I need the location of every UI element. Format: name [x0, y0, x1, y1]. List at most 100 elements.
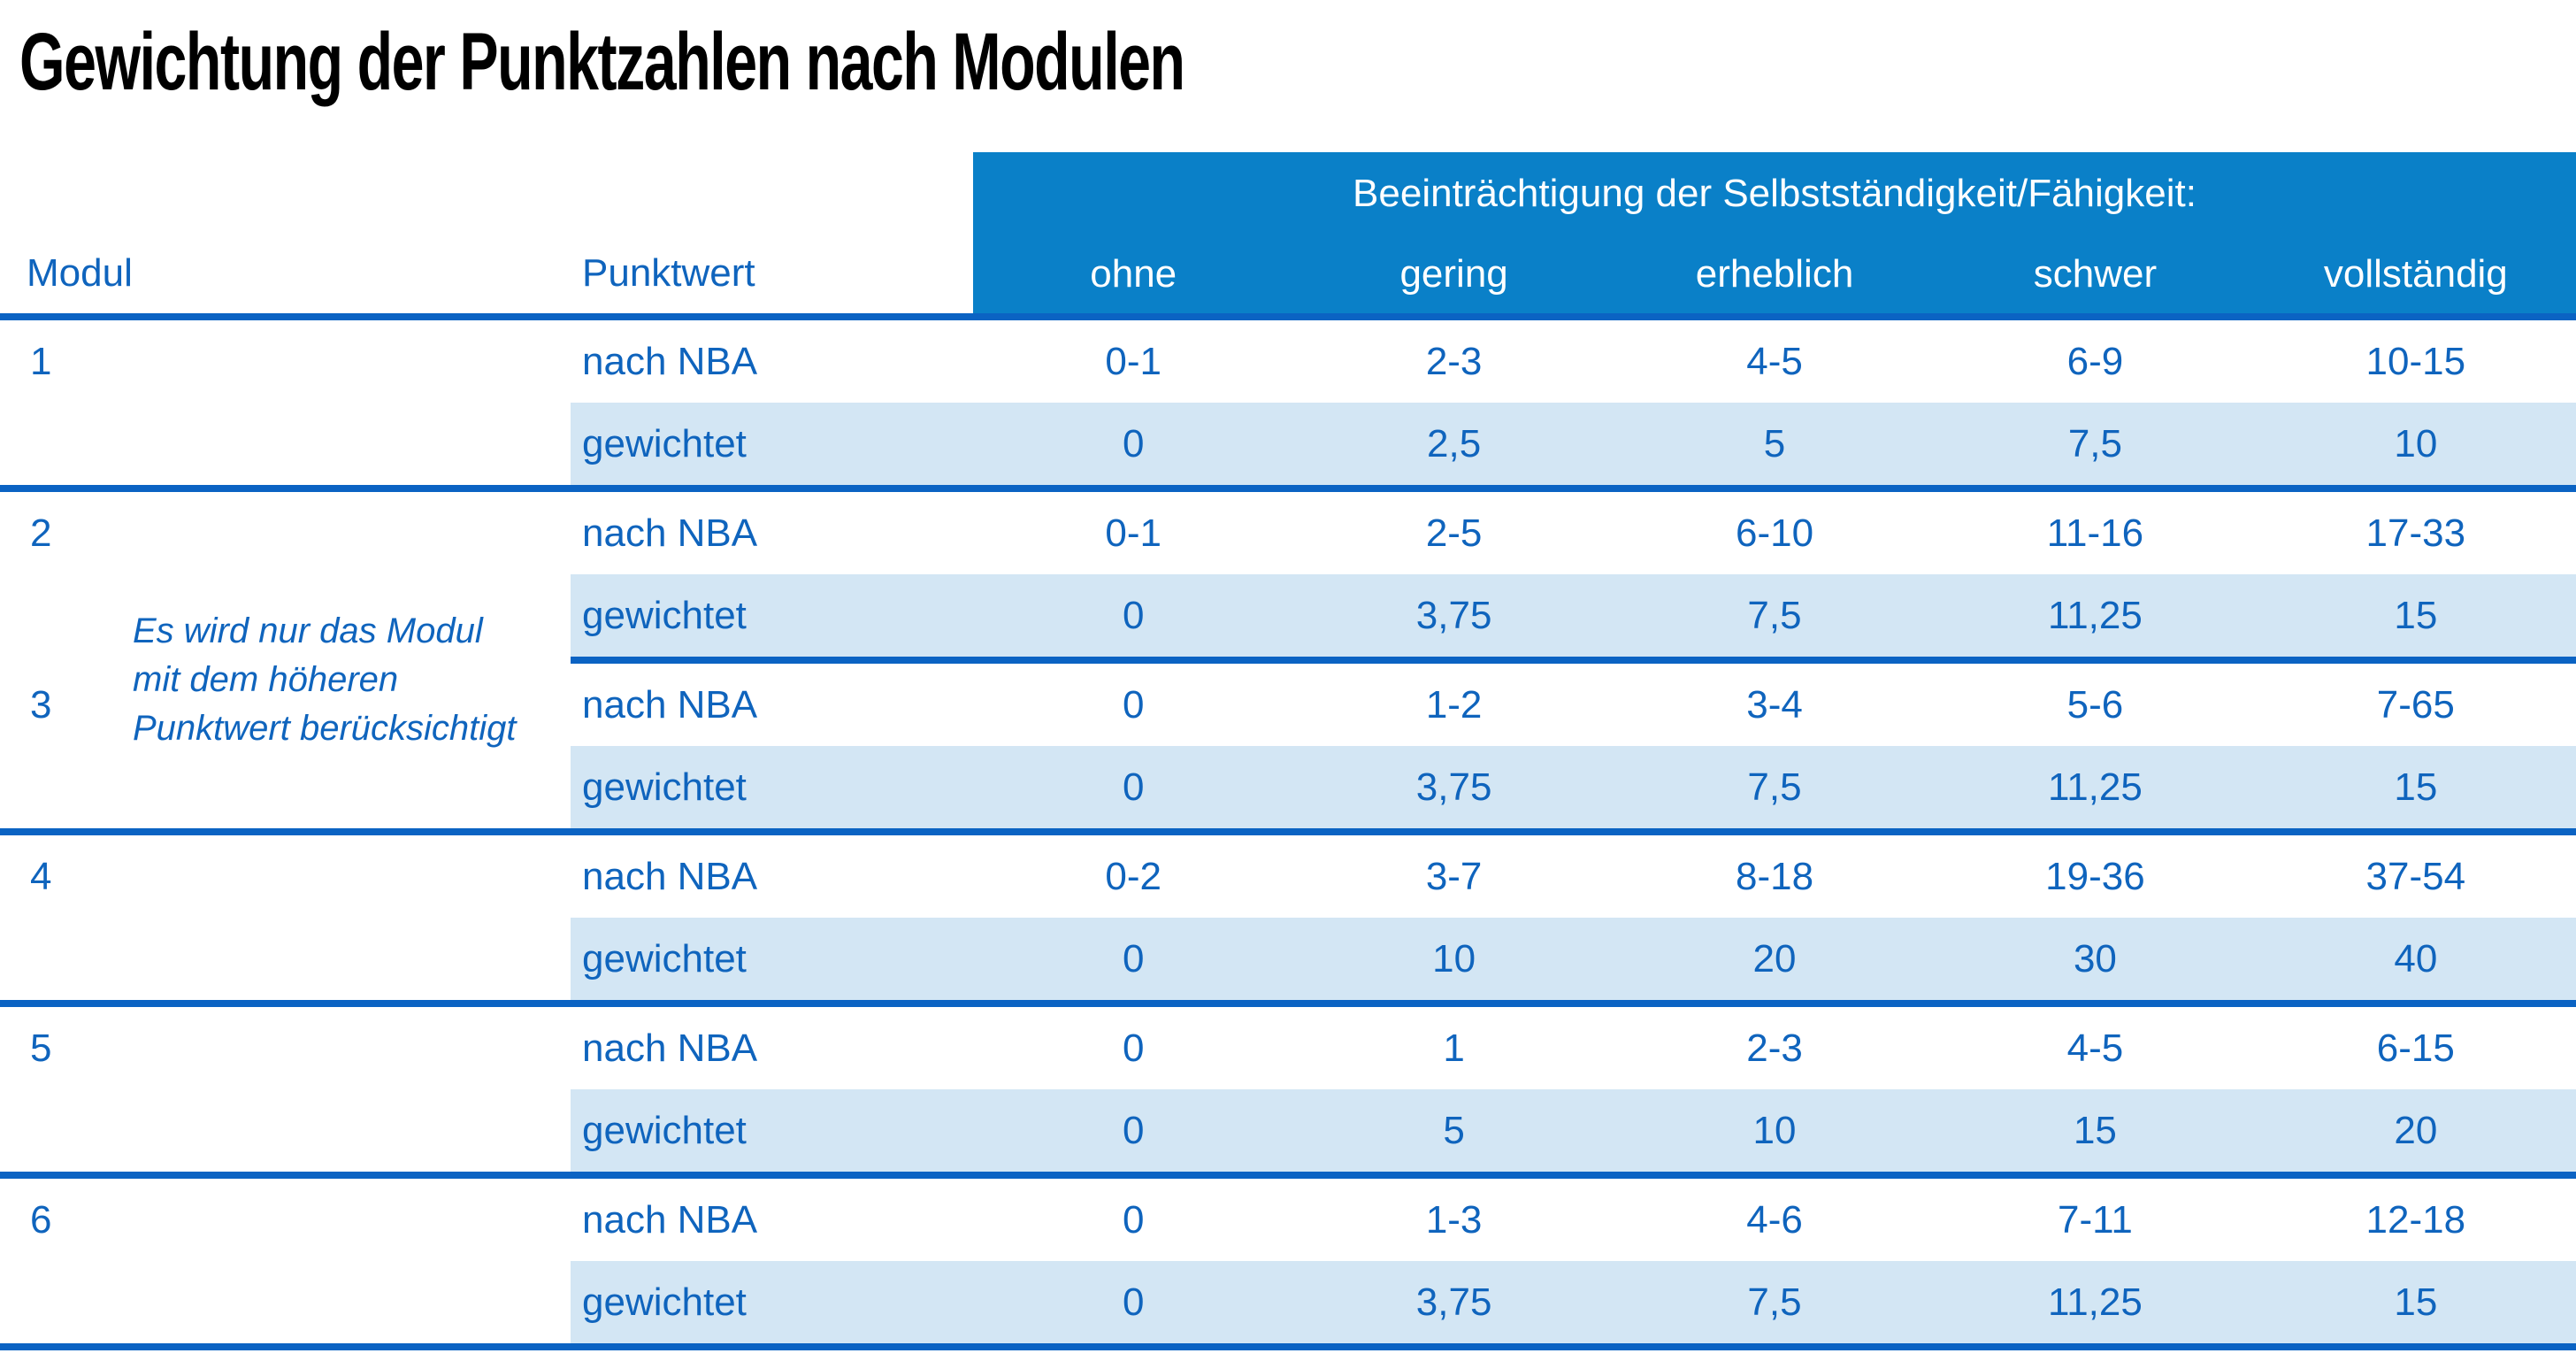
module-number-empty	[0, 1261, 571, 1343]
module-group-2-3: 2 3 Es wird nur das Modul mit dem höhere…	[0, 492, 2576, 828]
group-separator	[0, 1000, 2576, 1007]
value-cell: 10-15	[2365, 339, 2466, 383]
row-label-nba: nach NBA	[582, 682, 758, 727]
value-cell: 3,75	[1415, 1280, 1492, 1324]
value-cell: 10	[1752, 1108, 1797, 1152]
value-cell: 12-18	[2365, 1197, 2466, 1242]
col-header-erheblich: erheblich	[1695, 252, 1854, 296]
value-cell: 7-65	[2376, 682, 2455, 727]
value-cell: 3,75	[1415, 593, 1492, 637]
merged-module-column: 2 3 Es wird nur das Modul mit dem höhere…	[0, 492, 571, 828]
row-label-nba: nach NBA	[582, 1026, 758, 1070]
module-number: 4	[30, 854, 52, 898]
value-cell: 0	[1122, 1026, 1145, 1070]
module-number: 2	[30, 511, 52, 555]
value-cell: 3,75	[1415, 765, 1492, 809]
table-row-nba: nach NBA 0-1 2-5 6-10 11-16 17-33	[571, 492, 2576, 574]
header-rule	[0, 313, 2576, 320]
value-cell: 7,5	[1747, 765, 1802, 809]
module-group-1: 1 nach NBA 0-1 2-3 4-5 6-9 10-15 gewicht…	[0, 320, 2576, 485]
value-cell: 6-9	[2066, 339, 2124, 383]
table-row-nba: 1 nach NBA 0-1 2-3 4-5 6-9 10-15	[0, 320, 2576, 403]
value-cell: 0	[1122, 682, 1145, 727]
row-label-weighted: gewichtet	[582, 1280, 747, 1324]
table-bottom-rule	[0, 1343, 2576, 1350]
value-cell: 7,5	[1747, 593, 1802, 637]
value-cell: 6-10	[1735, 511, 1814, 555]
value-cell: 15	[2073, 1108, 2117, 1152]
value-cell: 0-2	[1105, 854, 1162, 898]
table-row-nba: nach NBA 0 1-2 3-4 5-6 7-65	[571, 664, 2576, 746]
value-cell: 0	[1122, 1108, 1145, 1152]
level-header-row: ohne gering erheblich schwer vollständig	[973, 235, 2576, 313]
value-cell: 0	[1122, 421, 1145, 465]
value-cell: 5-6	[2066, 682, 2124, 727]
value-cell: 8-18	[1735, 854, 1814, 898]
value-cell: 2-5	[1425, 511, 1483, 555]
value-cell: 5	[1763, 421, 1786, 465]
value-cell: 2-3	[1425, 339, 1483, 383]
value-cell: 20	[1752, 936, 1797, 980]
impairment-title: Beeinträchtigung der Selbstständigkeit/F…	[1353, 172, 2196, 215]
value-cell: 4-6	[1746, 1197, 1803, 1242]
row-label-weighted: gewichtet	[582, 936, 747, 980]
value-cell: 11,25	[2048, 1280, 2143, 1324]
module-number-empty	[0, 1089, 571, 1172]
table-row-weighted: gewichtet 0 2,5 5 7,5 10	[0, 403, 2576, 485]
value-cell: 0-1	[1105, 339, 1162, 383]
note-line: Es wird nur das Modul	[133, 611, 483, 650]
module-number: 6	[30, 1197, 52, 1242]
col-header-vollstaendig: vollständig	[2323, 252, 2508, 296]
value-cell: 1	[1443, 1026, 1465, 1070]
row-label-nba: nach NBA	[582, 1197, 758, 1242]
row-label-weighted: gewichtet	[582, 421, 747, 465]
module-group-6: 6 nach NBA 0 1-3 4-6 7-11 12-18 gewichte…	[0, 1179, 2576, 1343]
value-cell: 11,25	[2048, 593, 2143, 637]
value-cell: 11-16	[2046, 511, 2144, 555]
row-label-nba: nach NBA	[582, 511, 758, 555]
module-number: 5	[30, 1026, 52, 1070]
higher-module-note: Es wird nur das Modul mit dem höheren Pu…	[133, 607, 517, 753]
note-line: Punktwert berücksichtigt	[133, 709, 517, 748]
module-group-5: 5 nach NBA 0 1 2-3 4-5 6-15 gewichtet 0 …	[0, 1007, 2576, 1172]
row-label-weighted: gewichtet	[582, 765, 747, 809]
table-row-nba: 6 nach NBA 0 1-3 4-6 7-11 12-18	[0, 1179, 2576, 1261]
value-cell: 10	[1432, 936, 1476, 980]
module-number-empty	[0, 918, 571, 1000]
module-number-empty	[0, 403, 571, 485]
row-label-nba: nach NBA	[582, 339, 758, 383]
row-label-nba: nach NBA	[582, 854, 758, 898]
table-row-nba: 4 nach NBA 0-2 3-7 8-18 19-36 37-54	[0, 835, 2576, 918]
value-cell: 1-3	[1425, 1197, 1483, 1242]
value-cell: 20	[2394, 1108, 2438, 1152]
value-cell: 37-54	[2365, 854, 2466, 898]
value-cell: 19-36	[2045, 854, 2145, 898]
col-header-modul: Modul	[27, 251, 133, 295]
col-header-gering: gering	[1399, 252, 1508, 296]
value-cell: 30	[2073, 936, 2117, 980]
group-separator	[0, 828, 2576, 835]
value-cell: 4-5	[2066, 1026, 2124, 1070]
weighting-table: Modul Punktwert Beeinträchtigung der Sel…	[0, 152, 2576, 1350]
value-cell: 0	[1122, 1280, 1145, 1324]
module-number: 1	[30, 339, 52, 383]
value-cell: 5	[1443, 1108, 1465, 1152]
col-header-ohne: ohne	[1090, 252, 1177, 296]
row-label-weighted: gewichtet	[582, 1108, 747, 1152]
table-header: Modul Punktwert Beeinträchtigung der Sel…	[0, 152, 2576, 313]
value-cell: 15	[2394, 593, 2438, 637]
value-cell: 2-3	[1746, 1026, 1803, 1070]
group-separator	[0, 485, 2576, 492]
impairment-header-band: Beeinträchtigung der Selbstständigkeit/F…	[973, 152, 2576, 313]
value-cell: 11,25	[2048, 765, 2143, 809]
value-cell: 1-2	[1425, 682, 1483, 727]
col-header-schwer: schwer	[2033, 252, 2158, 296]
group-separator-partial	[571, 657, 2576, 664]
value-cell: 0	[1122, 765, 1145, 809]
value-cell: 3-7	[1425, 854, 1483, 898]
table-row-weighted: gewichtet 0 10 20 30 40	[0, 918, 2576, 1000]
value-cell: 6-15	[2376, 1026, 2455, 1070]
group-separator	[0, 1172, 2576, 1179]
value-cell: 40	[2394, 936, 2438, 980]
